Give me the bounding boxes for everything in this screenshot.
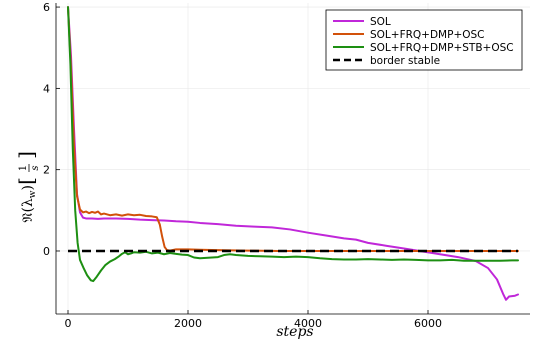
legend-label-sol-frq-dmp-osc: SOL+FRQ+DMP+OSC <box>370 29 485 41</box>
y-tick-label: 2 <box>43 164 50 177</box>
x-axis-label: steps <box>276 324 313 340</box>
series-line-sol-frq-dmp-stb-osc <box>67 6 519 283</box>
svg-text:𝔑(λw): 𝔑(λw) <box>20 185 38 222</box>
y-axis-bracket-right: ] <box>14 151 38 159</box>
series-lines <box>67 6 519 301</box>
legend-label-sol: SOL <box>370 16 391 28</box>
y-tick-label: 0 <box>43 245 50 258</box>
y-axis-label: 𝔑(λw) [ 1 s ] <box>14 151 41 222</box>
series-line-sol <box>67 6 519 301</box>
legend-label-border-stable: border stable <box>370 55 440 67</box>
legend-label-sol-frq-dmp-stb-osc: SOL+FRQ+DMP+STB+OSC <box>370 42 514 54</box>
y-tick-label: 4 <box>43 82 50 95</box>
y-axis-label-sub: w <box>28 190 38 198</box>
y-tick-label: 6 <box>43 1 50 14</box>
y-axis-label-close: ) <box>20 185 36 190</box>
legend: SOL SOL+FRQ+DMP+OSC SOL+FRQ+DMP+STB+OSC … <box>325 9 523 71</box>
x-tick-label: 0 <box>65 317 72 330</box>
y-axis-label-main: 𝔑(λ <box>20 198 36 222</box>
axes <box>55 3 530 315</box>
tick-labels: 0 2000 4000 6000 0 2 4 6 <box>43 1 442 330</box>
x-tick-label: 4000 <box>294 317 322 330</box>
x-tick-label: 6000 <box>414 317 442 330</box>
y-axis-bracket-left: [ <box>14 177 38 185</box>
x-tick-label: 2000 <box>174 317 202 330</box>
y-axis-fraction-num: 1 <box>18 165 29 171</box>
y-axis-fraction-den: s <box>30 165 41 170</box>
